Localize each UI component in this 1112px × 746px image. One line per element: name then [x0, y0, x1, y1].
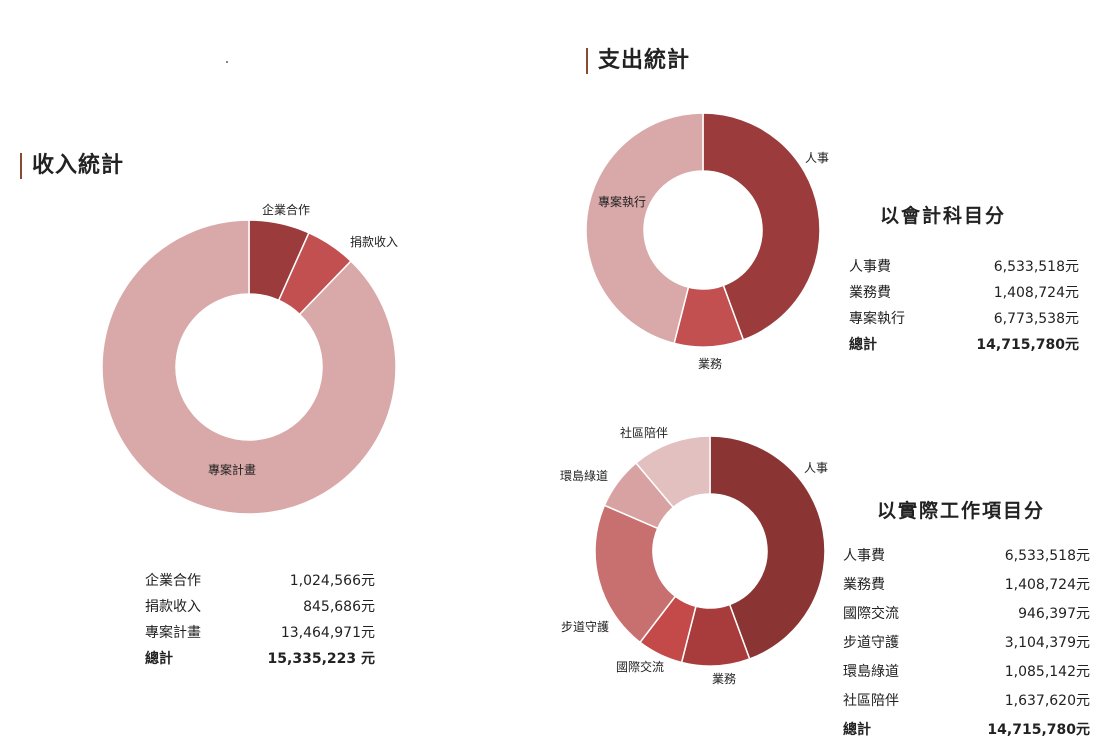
total-label: 總計 [849, 337, 877, 353]
slice-label: 業務 [712, 672, 736, 686]
table-row: 社區陪伴 1,637,620元 [843, 685, 1090, 714]
row-value: 946,397元 [1018, 605, 1090, 622]
donut-slice [634, 435, 711, 509]
table-row: 步道守護 3,104,379元 [843, 627, 1090, 656]
donut-slice [101, 219, 397, 515]
table-row: 業務費 1,408,724元 [849, 279, 1079, 305]
row-label: 企業合作 [145, 573, 201, 589]
income-heading: 收入統計 [20, 153, 124, 179]
slice-label: 人事 [804, 461, 828, 475]
row-value: 845,686元 [303, 599, 375, 615]
by-account-title: 以會計科目分 [880, 205, 1007, 227]
table-row: 業務費 1,408,724元 [843, 569, 1090, 598]
row-label: 人事費 [843, 547, 885, 564]
donut-slice [702, 112, 821, 341]
slice-label: 國際交流 [616, 659, 664, 674]
slice-label: 環島綠道 [560, 468, 608, 483]
row-value: 1,024,566元 [289, 573, 375, 589]
row-label: 步道守護 [843, 634, 899, 651]
donut-slice [594, 504, 677, 644]
total-value: 15,335,223 元 [267, 651, 375, 667]
slice-label: 專案執行 [598, 194, 646, 209]
table-row: 捐款收入 845,686元 [145, 593, 375, 619]
total-row: 總計 15,335,223 元 [145, 645, 375, 671]
table-row: 人事費 6,533,518元 [843, 540, 1090, 569]
row-label: 人事費 [849, 259, 891, 275]
donut-slice [709, 435, 826, 660]
table-row: 國際交流 946,397元 [843, 598, 1090, 627]
by-work-title: 以實際工作項目分 [877, 500, 1046, 522]
row-label: 專案執行 [849, 311, 905, 327]
row-value: 13,464,971元 [280, 625, 375, 641]
row-value: 1,085,142元 [1004, 663, 1090, 680]
row-label: 社區陪伴 [843, 692, 899, 709]
slice-label: 社區陪伴 [620, 425, 668, 440]
by-work-table: 人事費 6,533,518元 業務費 1,408,724元 國際交流 946,397元… [843, 540, 1090, 743]
table-row: 環島綠道 1,085,142元 [843, 656, 1090, 685]
total-value: 14,715,780元 [987, 721, 1090, 738]
row-label: 國際交流 [843, 605, 899, 622]
row-value: 6,533,518元 [1004, 547, 1090, 564]
row-label: 環島綠道 [843, 663, 899, 680]
table-row: 人事費 6,533,518元 [849, 253, 1079, 279]
slice-label: 步道守護 [561, 619, 609, 634]
row-label: 業務費 [849, 285, 891, 301]
table-row: 專案計畫 13,464,971元 [145, 619, 375, 645]
row-value: 6,533,518元 [993, 259, 1079, 275]
row-value: 1,408,724元 [1004, 576, 1090, 593]
total-label: 總計 [843, 721, 871, 738]
slice-label: 專案計畫 [208, 462, 256, 477]
stray-dot [226, 61, 228, 63]
slice-label: 人事 [805, 151, 829, 165]
income-summary-table: 企業合作 1,024,566元 捐款收入 845,686元 專案計畫 13,464,9… [145, 567, 375, 671]
row-label: 捐款收入 [145, 599, 201, 615]
total-label: 總計 [145, 651, 173, 667]
total-row: 總計 14,715,780元 [843, 714, 1090, 743]
row-value: 6,773,538元 [993, 311, 1079, 327]
table-row: 企業合作 1,024,566元 [145, 567, 375, 593]
total-row: 總計 14,715,780元 [849, 331, 1079, 357]
row-value: 1,637,620元 [1004, 692, 1090, 709]
row-label: 業務費 [843, 576, 885, 593]
row-value: 1,408,724元 [993, 285, 1079, 301]
slice-label: 捐款收入 [350, 235, 398, 249]
expense-heading: 支出統計 [586, 48, 690, 74]
row-label: 專案計畫 [145, 625, 201, 641]
table-row: 專案執行 6,773,538元 [849, 305, 1079, 331]
donut-slice [585, 112, 704, 345]
slice-label: 企業合作 [262, 202, 310, 217]
total-value: 14,715,780元 [976, 337, 1079, 353]
row-value: 3,104,379元 [1004, 634, 1090, 651]
by-account-table: 人事費 6,533,518元 業務費 1,408,724元 專案執行 6,773,53… [849, 253, 1079, 357]
slice-label: 業務 [698, 357, 722, 371]
